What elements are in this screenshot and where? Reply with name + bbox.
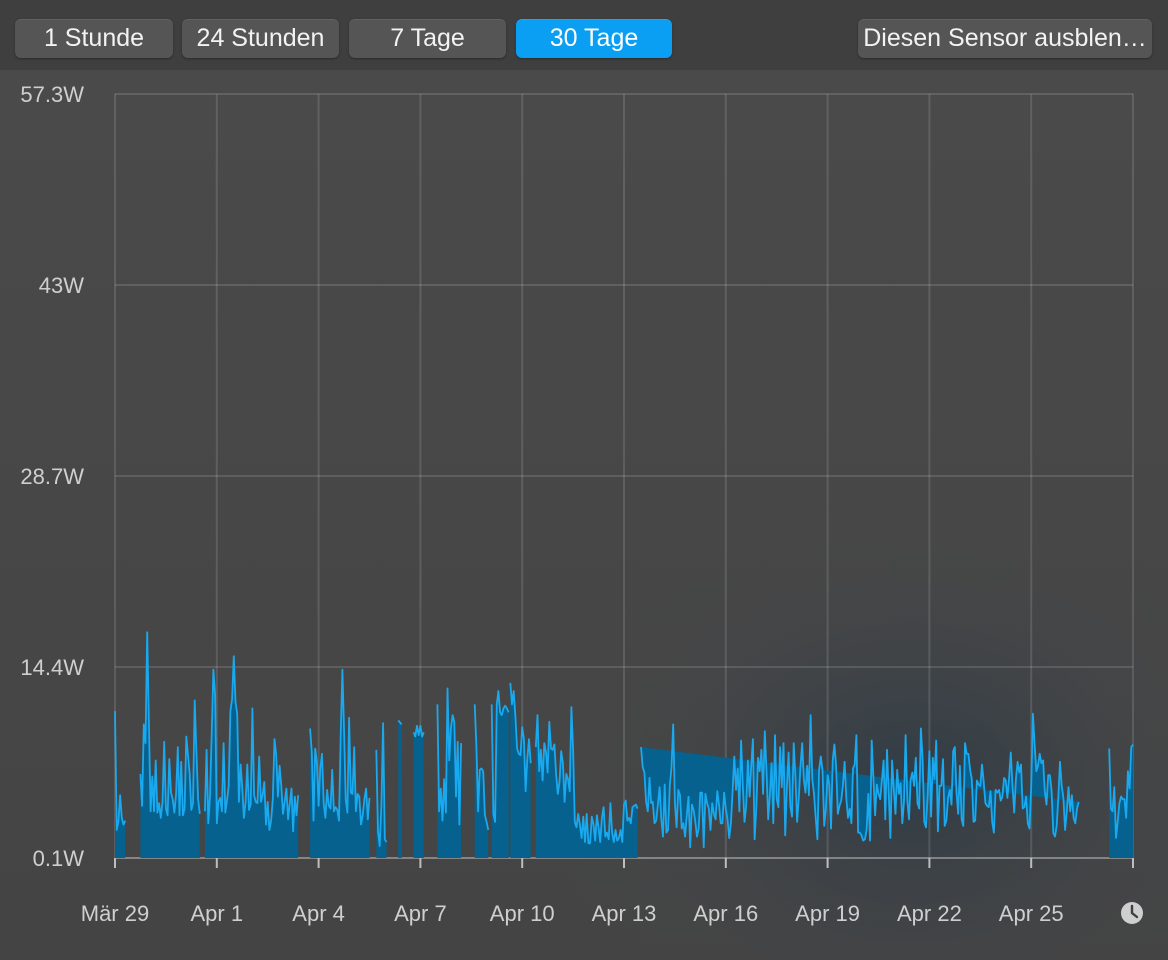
area-segment: [413, 725, 424, 858]
range-7-days-button[interactable]: 7 Tage: [349, 19, 506, 58]
x-tick-label: Apr 16: [693, 901, 758, 926]
range-1-hour-button[interactable]: 1 Stunde: [15, 19, 173, 58]
x-tick-label: Apr 10: [490, 901, 555, 926]
series-line: [309, 668, 371, 826]
hide-sensor-button[interactable]: Diesen Sensor ausblen…: [858, 19, 1152, 58]
series-line: [375, 722, 388, 847]
x-tick-label: Apr 22: [897, 901, 962, 926]
series-line: [114, 711, 127, 831]
series-line: [436, 687, 462, 826]
x-tick-label: Mär 29: [81, 901, 149, 926]
area-segment: [641, 713, 1079, 848]
x-tick-label: Apr 19: [795, 901, 860, 926]
series-line: [490, 690, 510, 823]
range-24-hours-button[interactable]: 24 Stunden: [182, 19, 339, 58]
series-line: [412, 724, 425, 738]
y-tick-label: 14.4W: [20, 655, 84, 680]
line-group: [114, 631, 1134, 849]
y-tick-label: 43W: [39, 273, 84, 298]
series-line: [139, 631, 201, 819]
power-chart: 0.1W 14.4W 28.7W 43W 57.3W Mär 29 Apr 1 Apr 4 A…: [0, 70, 1168, 960]
area-segment: [535, 707, 638, 858]
toolbar: 1 Stunde 24 Stunden 7 Tage 30 Tage Diese…: [0, 0, 1168, 70]
series-line: [509, 682, 532, 793]
x-tick-label: Apr 1: [191, 901, 244, 926]
y-tick-label: 0.1W: [33, 846, 85, 871]
x-tick-label: Apr 25: [999, 901, 1064, 926]
x-tick-label: Apr 7: [394, 901, 447, 926]
series-line: [397, 719, 403, 725]
grid: [114, 93, 1134, 859]
series-line: [1108, 744, 1134, 839]
area-segment: [310, 669, 370, 858]
series-line: [204, 655, 300, 833]
range-30-days-button[interactable]: 30 Tage: [516, 19, 672, 58]
y-tick-label: 57.3W: [20, 82, 84, 107]
series-line: [534, 706, 639, 845]
clock-icon[interactable]: [1121, 902, 1143, 924]
x-axis: Mär 29 Apr 1 Apr 4 Apr 7 Apr 10 Apr 13 Apr 16 A…: [81, 858, 1134, 926]
y-axis: 0.1W 14.4W 28.7W 43W 57.3W: [20, 82, 84, 871]
series-line: [640, 712, 1080, 849]
x-tick-label: Apr 4: [292, 901, 345, 926]
area-segment: [398, 720, 402, 858]
series-line: [473, 704, 490, 831]
y-tick-label: 28.7W: [20, 464, 84, 489]
area-segment: [474, 704, 489, 858]
x-tick-label: Apr 13: [592, 901, 657, 926]
